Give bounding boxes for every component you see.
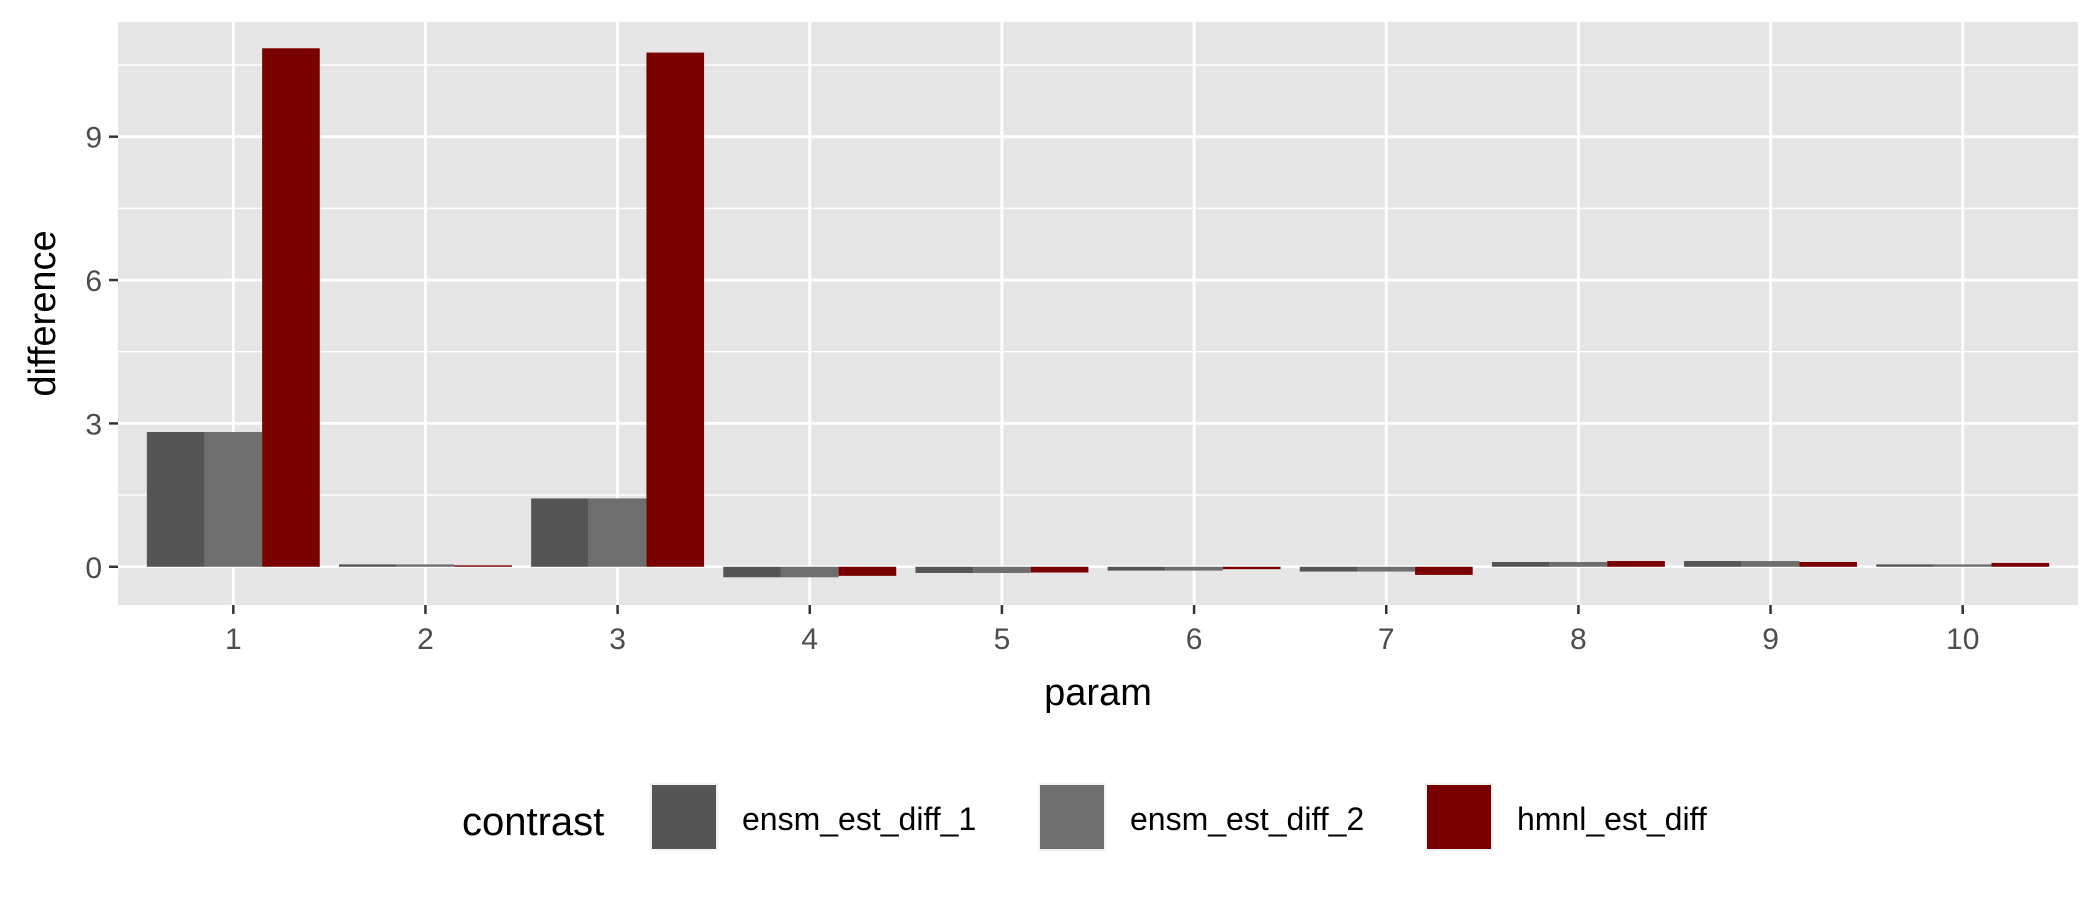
bar [396, 564, 455, 567]
bar [204, 432, 263, 567]
x-tick-label: 4 [801, 623, 818, 656]
y-axis: 0 3 6 9 [85, 122, 118, 585]
bar [1222, 566, 1281, 570]
legend-swatch [1040, 785, 1104, 849]
bar [1741, 561, 1800, 567]
x-tick-label: 5 [994, 623, 1011, 656]
bar [531, 498, 589, 567]
x-tick-label: 7 [1378, 623, 1395, 656]
bar [1415, 566, 1473, 575]
bar [646, 52, 705, 567]
x-tick-label: 1 [225, 623, 242, 656]
y-tick-label: 6 [85, 265, 102, 298]
x-tick-label: 3 [609, 623, 626, 656]
bar [1165, 566, 1223, 571]
bar [1684, 561, 1742, 567]
bar [1549, 561, 1608, 567]
bar [1799, 561, 1858, 567]
bar [838, 566, 897, 576]
x-tick-label: 9 [1762, 623, 1779, 656]
y-axis-title: difference [22, 230, 64, 396]
x-tick-label: 8 [1570, 623, 1587, 656]
plot-panel [118, 22, 2078, 605]
bar [1030, 566, 1089, 573]
legend-swatch [652, 785, 716, 849]
bar [1107, 566, 1166, 571]
bar [1357, 566, 1416, 572]
bar [588, 498, 647, 567]
bar [1933, 564, 1992, 567]
legend-label: hmnl_est_diff [1517, 801, 1707, 837]
bar [1607, 561, 1665, 567]
x-axis-title: param [1044, 672, 1152, 714]
bar [780, 566, 839, 578]
legend-label: ensm_est_diff_1 [742, 801, 976, 837]
bar [338, 564, 397, 567]
legend-swatch [1427, 785, 1491, 849]
bar [1991, 562, 2050, 567]
y-tick-label: 0 [85, 552, 102, 585]
legend-label: ensm_est_diff_2 [1130, 801, 1364, 837]
bars [146, 48, 2050, 578]
bar [454, 565, 512, 567]
bar [1299, 566, 1358, 572]
bar [973, 566, 1031, 573]
x-axis: 1 2 3 4 5 6 7 8 9 10 [225, 605, 1979, 656]
major-gridlines [118, 22, 2078, 605]
minor-gridlines [118, 64, 2078, 496]
bar [146, 432, 205, 567]
x-tick-label: 10 [1946, 623, 1979, 656]
legend: contrast ensm_est_diff_1 ensm_est_diff_2 h… [462, 783, 1707, 851]
x-tick-label: 2 [417, 623, 434, 656]
bar [262, 48, 320, 567]
bar [1491, 561, 1550, 567]
bar [723, 566, 781, 578]
legend-title: contrast [462, 800, 604, 844]
x-tick-label: 6 [1186, 623, 1203, 656]
y-tick-label: 3 [85, 408, 102, 441]
y-tick-label: 9 [85, 122, 102, 155]
bar [1876, 564, 1934, 567]
bar [915, 566, 974, 573]
